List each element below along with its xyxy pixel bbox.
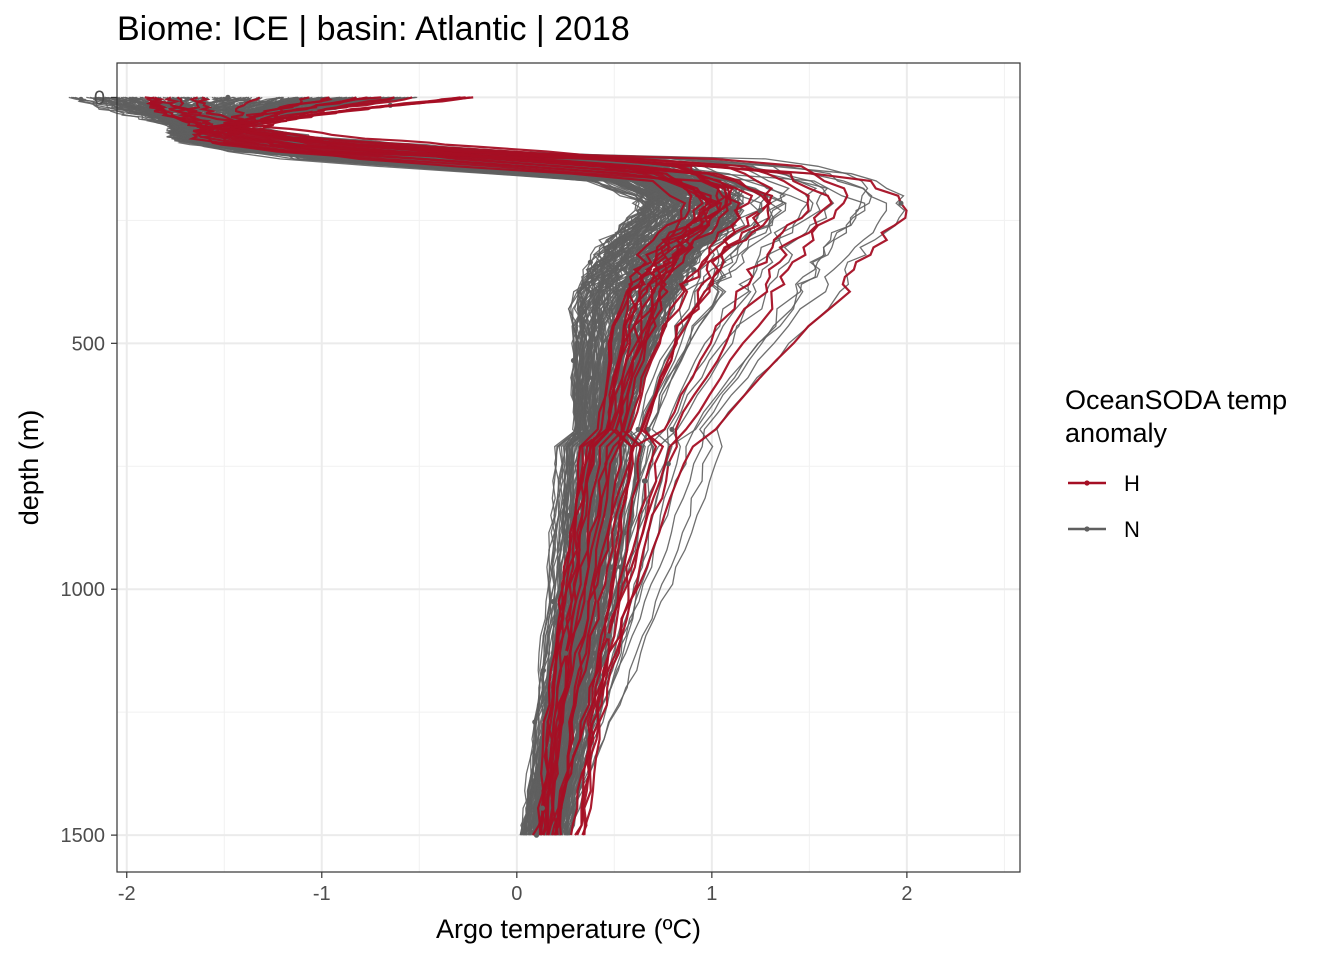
profile-line-h (176, 96, 742, 836)
panel-border (116, 62, 1021, 873)
profile-lines (68, 94, 908, 838)
y-tick-label: 1500 (61, 825, 106, 847)
profile-line-h (247, 96, 709, 836)
legend-title-line-1: OceanSODA temp (1065, 385, 1287, 415)
profile-point-h (665, 461, 671, 467)
x-tick-label: 1 (706, 883, 717, 905)
x-axis-title: Argo temperature (ºC) (436, 914, 701, 944)
profile-line-h (214, 96, 849, 836)
legend-key-n-point (1084, 526, 1090, 532)
profile-point-n (635, 426, 641, 432)
chart-title: Biome: ICE | basin: Atlantic | 2018 (117, 10, 630, 48)
profile-point-n (669, 426, 675, 432)
legend-entry-n: N (1068, 517, 1140, 542)
axis-ticks: -2 -1 0 1 2 0 500 1000 1500 (61, 87, 913, 905)
legend-entry-h: H (1068, 471, 1140, 496)
legend-title-line-2: anomaly (1065, 418, 1168, 448)
profile-line-h (188, 96, 754, 836)
y-tick-label: 0 (94, 87, 105, 109)
profile-line-h (149, 96, 723, 836)
profile-line-h (163, 96, 770, 836)
y-tick-label: 1000 (61, 579, 106, 601)
profile-line-h (235, 96, 774, 836)
legend-key-h-point (1084, 480, 1090, 486)
x-tick-label: 2 (901, 883, 912, 905)
profile-line-h (189, 96, 693, 836)
x-tick-label: 0 (511, 883, 522, 905)
profile-line-h (193, 96, 729, 836)
y-tick-label: 500 (72, 333, 105, 355)
x-tick-label: -2 (118, 883, 136, 905)
profile-point-h (642, 478, 648, 484)
series-h (144, 96, 908, 836)
profile-point-h (605, 633, 612, 639)
profile-point-h (539, 805, 546, 811)
legend-label-h: H (1124, 471, 1140, 496)
y-axis-title: depth (m) (14, 410, 44, 526)
profile-point-n (570, 357, 577, 364)
profile-point-h (563, 650, 569, 656)
profile-line-h (146, 96, 734, 836)
x-tick-label: -1 (313, 883, 331, 905)
legend: OceanSODA temp anomaly H N (1065, 385, 1287, 542)
profile-point-n (78, 96, 84, 102)
profile-point-h (757, 207, 763, 214)
profile-point-h (898, 200, 904, 206)
legend-label-n: N (1124, 517, 1140, 542)
